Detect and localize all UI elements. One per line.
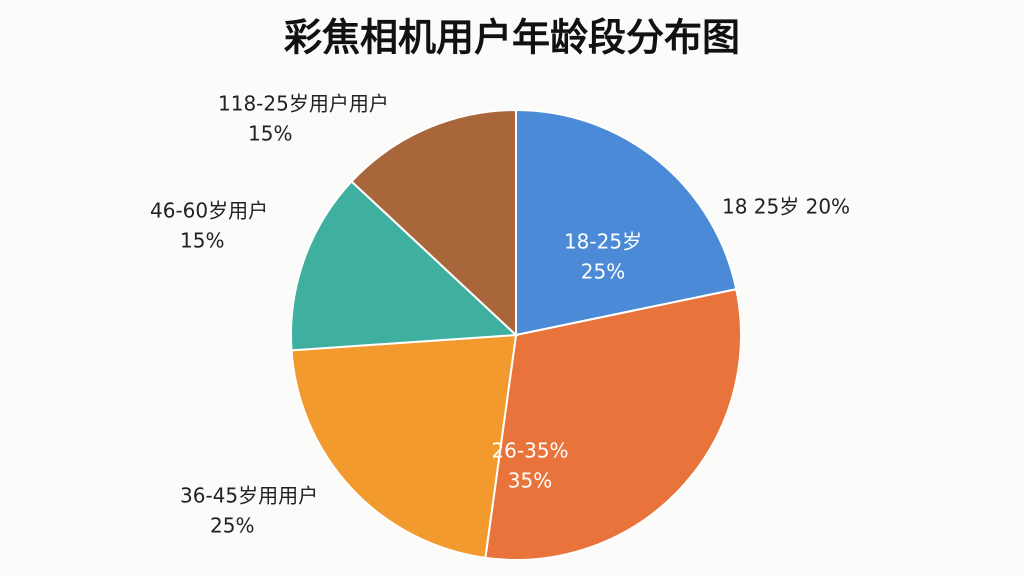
pie-slice [515,108,738,337]
pie-slice [350,108,517,338]
slice-value-label: 15% [180,229,224,253]
pie-slice [290,180,519,352]
chart-title: 彩焦相机用户年龄段分布图 [284,16,740,60]
slice-value-label: 35% [508,469,552,493]
slice-label: 46-60岁用户 [150,199,268,223]
slice-label: 18-25岁 [564,230,642,254]
slice-value-label: 25% [210,514,254,538]
pie-slice [290,333,518,560]
slice-label: 26-35% [491,439,568,463]
slice-label: 36-45岁用用户 [180,484,318,508]
slice-label: 118-25岁用户用户 [218,92,389,116]
pie-slice [484,288,742,561]
slice-value-label: 25% [581,260,625,284]
annotation: 18 25岁 20% [722,195,850,219]
slice-value-label: 15% [248,122,292,146]
